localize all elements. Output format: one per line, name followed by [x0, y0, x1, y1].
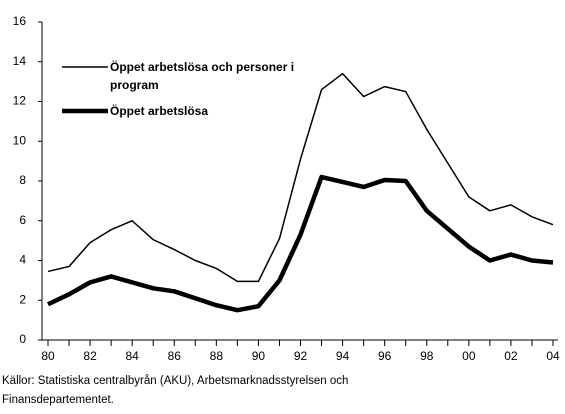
x-tick-label: 84	[125, 349, 139, 363]
x-tick-label: 04	[546, 349, 560, 363]
y-tick-label: 12	[13, 94, 27, 108]
y-tick-label: 2	[19, 292, 26, 306]
y-tick-label: 16	[13, 14, 27, 28]
y-tick-label: 8	[19, 173, 26, 187]
x-tick-label: 90	[252, 349, 266, 363]
x-tick-label: 94	[336, 349, 350, 363]
x-tick-label: 86	[168, 349, 182, 363]
x-tick-label: 02	[504, 349, 518, 363]
legend-label: Öppet arbetslösa och personer i program	[110, 60, 295, 92]
y-tick-label: 0	[19, 332, 26, 346]
y-tick-label: 4	[19, 253, 26, 267]
y-tick-label: 10	[13, 133, 27, 147]
legend-label: Öppet arbetslösa	[110, 104, 209, 118]
x-tick-label: 88	[210, 349, 224, 363]
x-tick-label: 82	[83, 349, 97, 363]
series-line	[47, 72, 554, 283]
x-tick-label: 80	[41, 349, 55, 363]
source-note: Källor: Statistiska centralbyrån (AKU), …	[2, 375, 349, 406]
x-tick-label: 98	[420, 349, 434, 363]
series-line	[47, 174, 554, 313]
x-tick-label: 00	[462, 349, 476, 363]
y-tick-label: 6	[19, 213, 26, 227]
y-tick-label: 14	[13, 54, 27, 68]
x-tick-label: 96	[378, 349, 392, 363]
x-tick-label: 92	[294, 349, 308, 363]
